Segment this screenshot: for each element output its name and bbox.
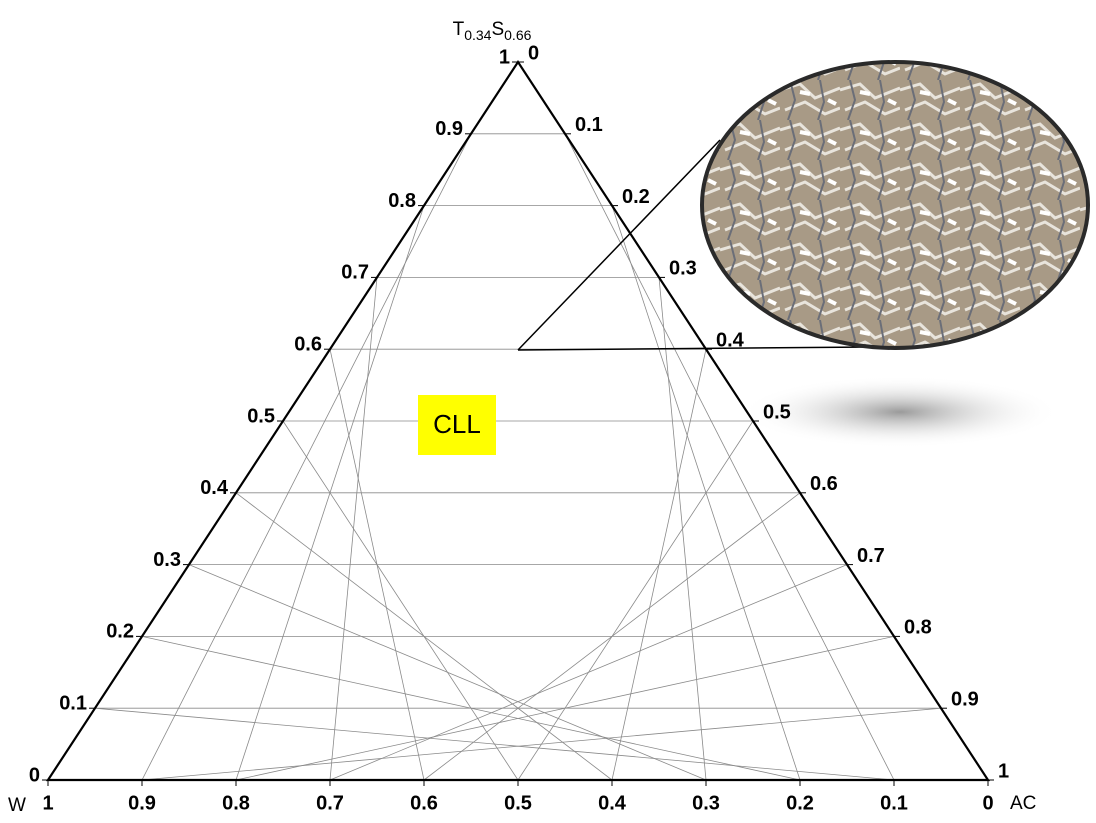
top-label-sub: 0.66 [504, 27, 531, 43]
bottom-tick-label: 0.9 [128, 792, 156, 814]
grid-line [283, 421, 518, 780]
left-tick-label: 0.3 [153, 549, 181, 571]
bottom-tick-label: 0.3 [692, 792, 720, 814]
bottom-tick-label: 0.2 [786, 792, 814, 814]
left-tick-label: 1 [499, 46, 510, 68]
bottom-tick-label: 0.4 [598, 792, 627, 814]
right-tick-label: 0.3 [669, 258, 697, 280]
bottom-tick-label: 0 [982, 792, 993, 814]
bottom-tick-label: 0.5 [504, 792, 532, 814]
grid-line [189, 565, 706, 780]
right-tick-label: 0.2 [622, 186, 650, 208]
top-label-sub: 0.34 [464, 27, 491, 43]
bottom-tick-label: 1 [42, 792, 53, 814]
bottom-tick-label: 0.1 [880, 792, 908, 814]
top-label-part: S [491, 19, 504, 40]
left-tick-label: 0.9 [435, 118, 463, 140]
grid-line [659, 277, 706, 780]
right-tick-label: 0 [528, 42, 539, 64]
right-tick-label: 0.9 [951, 688, 979, 710]
right-label: AC [1010, 793, 1036, 814]
micrograph [702, 62, 1088, 348]
bottom-tick-label: 0.8 [222, 792, 250, 814]
connector [518, 140, 720, 350]
right-tick-label: 0.1 [575, 114, 603, 136]
top-label: T0.34S0.66 [453, 19, 532, 43]
left-tick-label: 0.7 [341, 262, 369, 284]
right-tick-label: 0.7 [857, 545, 885, 567]
left-tick-label: 0.8 [388, 190, 416, 212]
left-label: W [8, 795, 26, 816]
region-label: CLL [433, 409, 481, 439]
left-tick-label: 0 [29, 764, 40, 786]
left-tick-label: 0.1 [59, 692, 87, 714]
right-tick-label: 1 [998, 760, 1009, 782]
right-tick-label: 0.6 [810, 473, 838, 495]
top-label-part: T [453, 19, 465, 40]
right-tick-label: 0.8 [904, 617, 932, 639]
ternary-diagram: CLL T0.34S0.66 W AC 0 0.1 0.2 0.3 0.4 0.5 0.6 0… [0, 0, 1096, 823]
bottom-tick-label: 0.6 [410, 792, 438, 814]
grid-line [95, 708, 894, 780]
left-tick-label: 0.6 [294, 333, 322, 355]
left-tick-label: 0.5 [247, 405, 275, 427]
left-tick-label: 0.2 [106, 621, 134, 643]
right-tick-label: 0.5 [763, 401, 791, 423]
right-tick-label: 0.4 [716, 329, 745, 351]
bottom-tick-label: 0.7 [316, 792, 344, 814]
left-tick-label: 0.4 [200, 477, 229, 499]
